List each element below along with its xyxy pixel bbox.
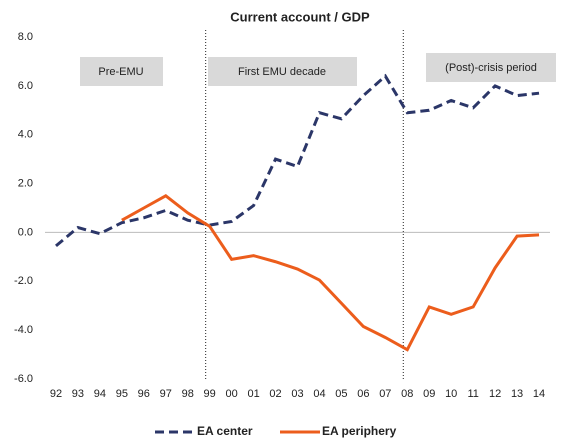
y-tick-label: 8.0: [18, 31, 33, 43]
x-tick-label: 99: [204, 388, 216, 400]
legend-label: EA center: [197, 424, 253, 438]
x-tick-label: 01: [247, 388, 259, 400]
annotation: Pre-EMU: [98, 66, 143, 78]
annotation-box: [208, 57, 357, 86]
x-tick-label: 02: [269, 388, 281, 400]
x-tick-label: 04: [313, 388, 325, 400]
x-tick-label: 12: [489, 388, 501, 400]
annotation-box: [80, 57, 163, 86]
annotation: First EMU decade: [238, 66, 326, 78]
x-tick-label: 11: [467, 388, 478, 400]
x-tick-label: 96: [138, 388, 150, 400]
x-tick-label: 10: [445, 388, 457, 400]
x-tick-label: 05: [335, 388, 347, 400]
x-tick-label: 06: [357, 388, 369, 400]
line: [121, 193, 540, 352]
y-tick-label: -4.0: [14, 324, 33, 336]
x-tick-label: 00: [226, 388, 238, 400]
x-tick-label: 03: [291, 388, 303, 400]
line: [55, 73, 540, 248]
x-tick-label: 97: [160, 388, 172, 400]
x-tick-label: 09: [423, 388, 435, 400]
x-tick-label: 14: [533, 388, 545, 400]
y-tick-label: 6.0: [18, 80, 33, 92]
chart-title: Current account / GDP: [230, 9, 370, 24]
y-tick-label: -6.0: [14, 373, 33, 385]
x-tick-label: 98: [182, 388, 194, 400]
annotation: (Post)-crisis period: [445, 62, 537, 74]
x-tick-label: 95: [116, 388, 128, 400]
x-tick-label: 94: [94, 388, 106, 400]
x-tick-label: 92: [50, 388, 62, 400]
x-tick-label: 08: [401, 388, 413, 400]
x-tick-label: 13: [511, 388, 523, 400]
x-tick-label: 07: [379, 388, 391, 400]
y-tick-label: 2.0: [18, 177, 33, 189]
y-tick-label: 4.0: [18, 129, 33, 141]
x-tick-label: 93: [72, 388, 84, 400]
y-tick-label: 0.0: [18, 226, 33, 238]
annotation-box: [426, 53, 556, 82]
y-tick-label: -2.0: [14, 275, 33, 287]
legend-label: EA periphery: [322, 424, 397, 438]
